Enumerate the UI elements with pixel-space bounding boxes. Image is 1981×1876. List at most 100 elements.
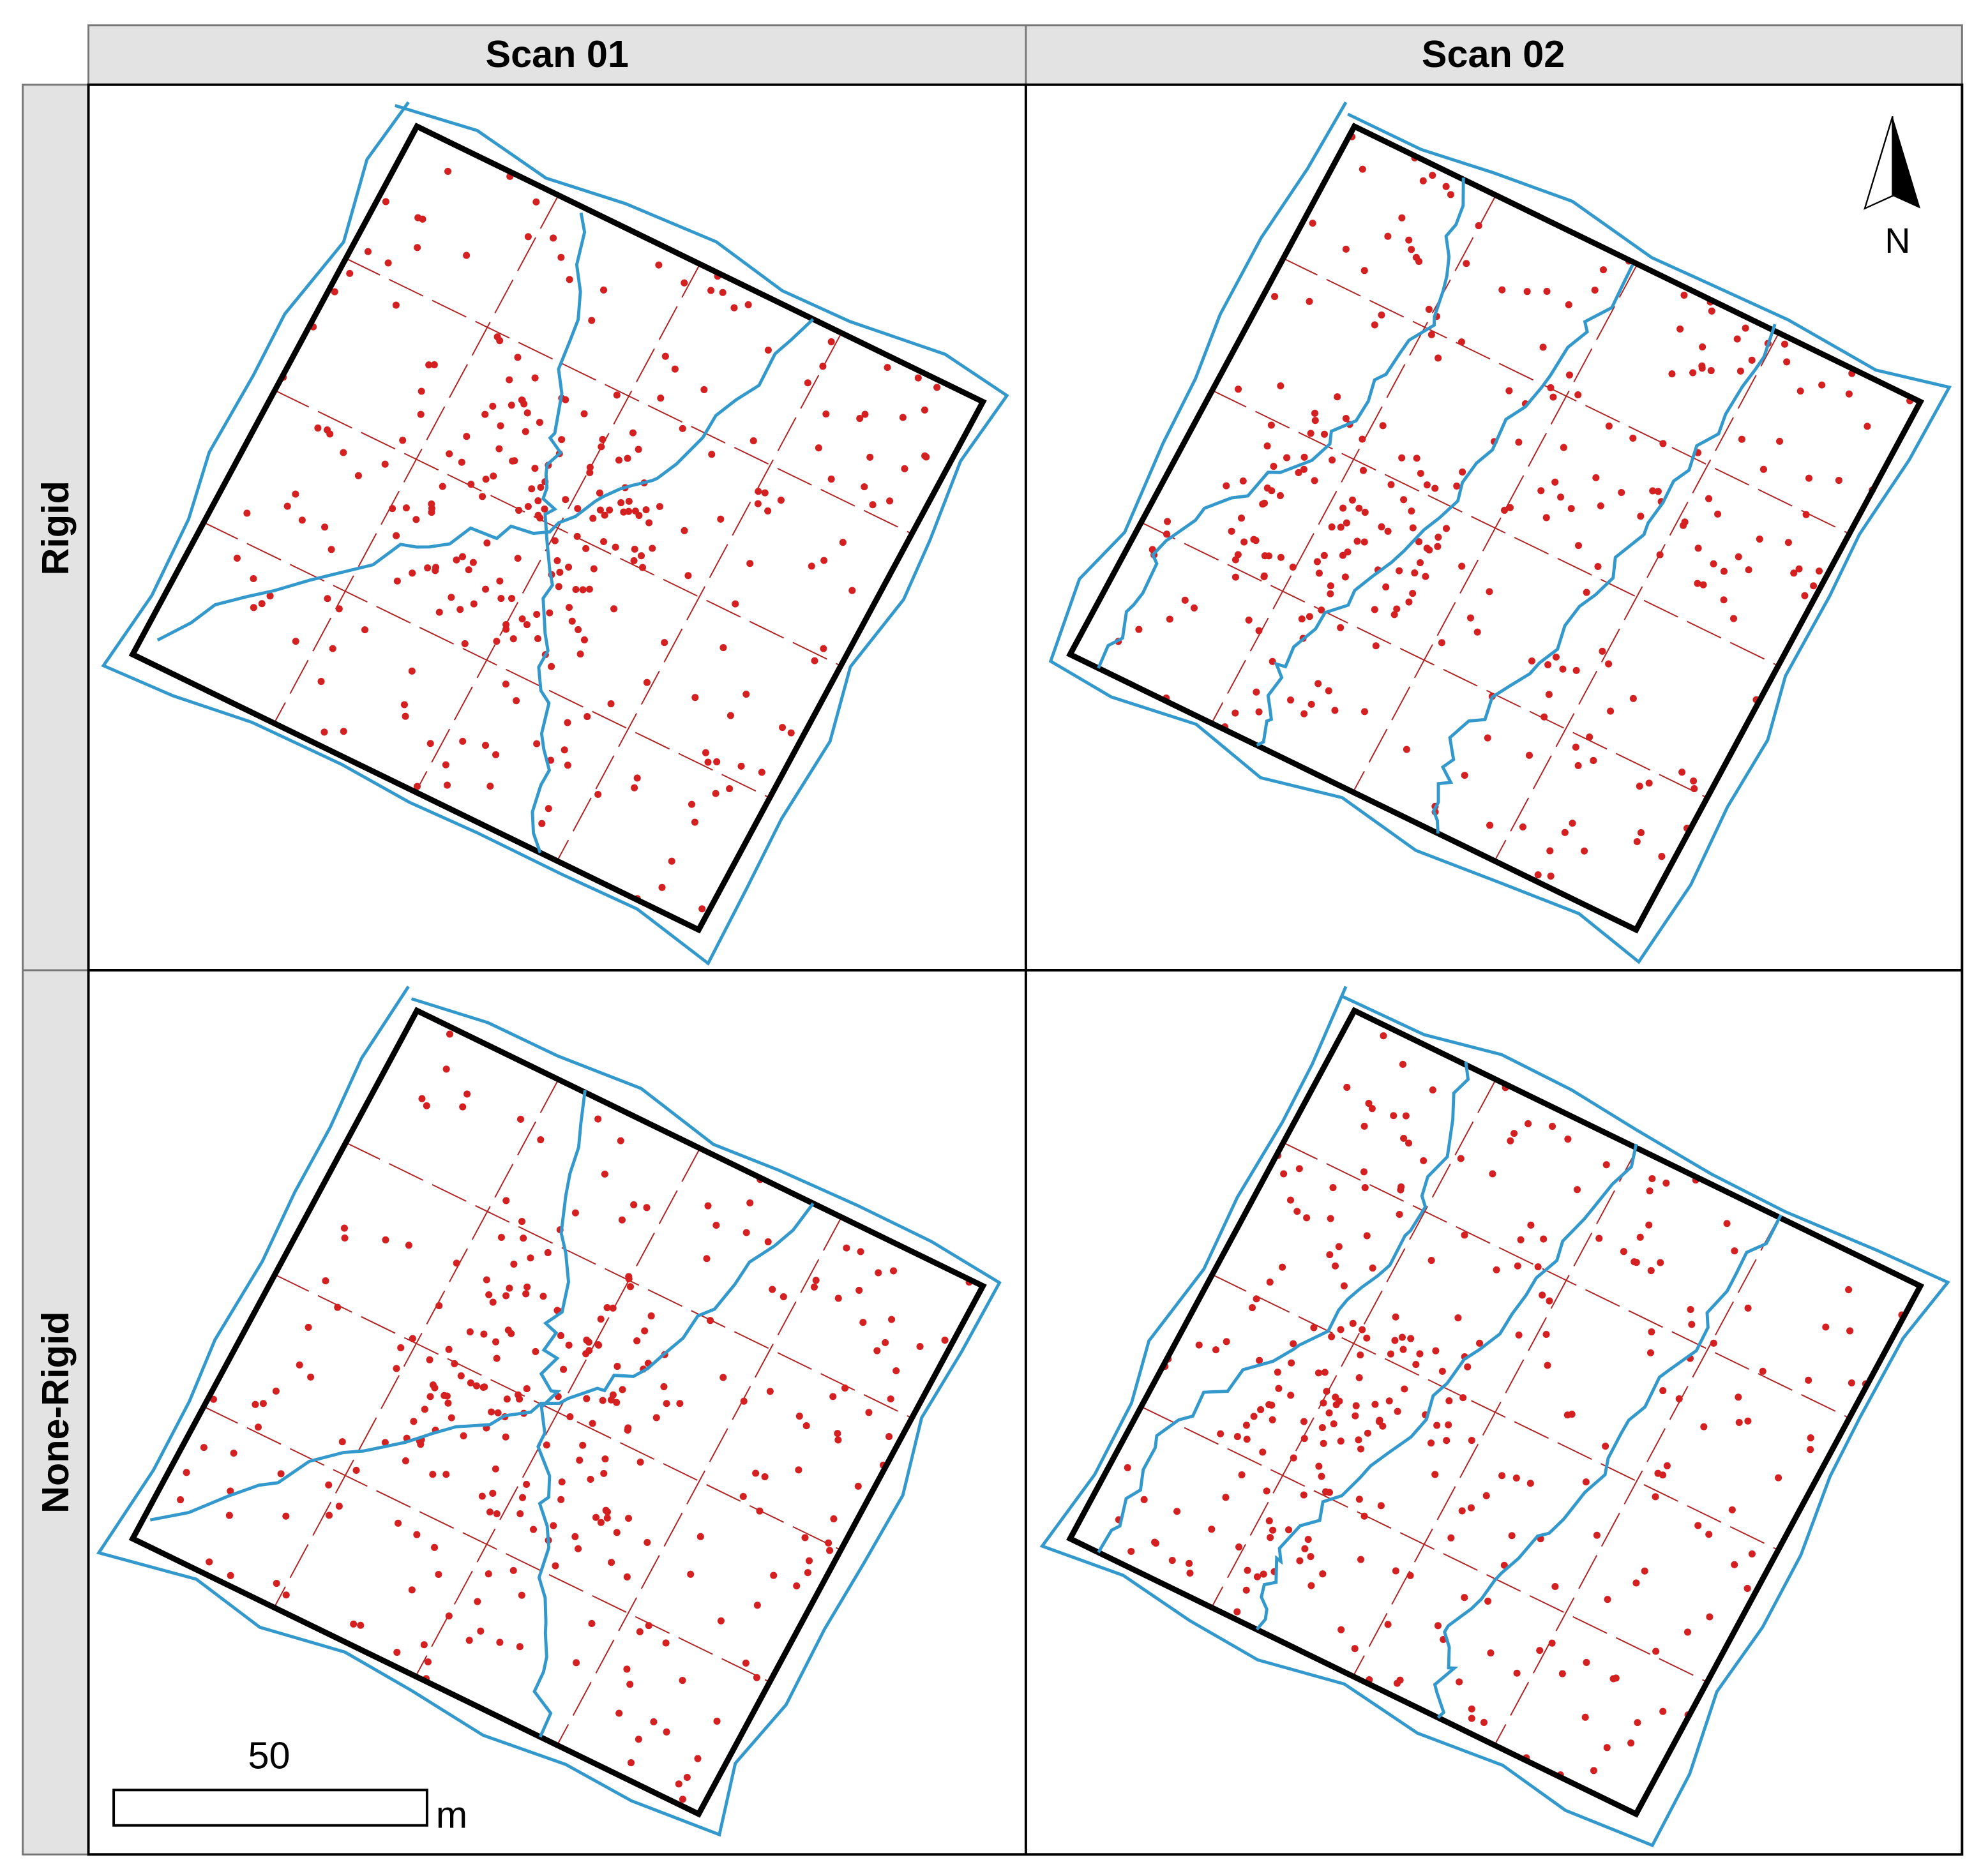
survey-point <box>1689 369 1697 377</box>
survey-point <box>1235 386 1242 393</box>
survey-point <box>592 1513 600 1521</box>
survey-point <box>1223 1338 1230 1346</box>
survey-point <box>1506 504 1514 511</box>
survey-point <box>1399 1060 1406 1068</box>
survey-point <box>758 769 765 776</box>
survey-point <box>1525 751 1533 759</box>
survey-point <box>568 617 576 625</box>
survey-point <box>1286 1196 1295 1204</box>
scale-bar-label: 50 <box>248 1734 290 1777</box>
survey-point <box>732 600 739 608</box>
survey-point <box>393 1649 401 1656</box>
survey-point <box>417 410 425 418</box>
survey-point <box>558 1478 566 1486</box>
survey-point <box>1315 569 1323 577</box>
survey-point <box>1607 707 1615 715</box>
survey-point <box>1222 1494 1230 1501</box>
survey-point <box>1484 734 1491 742</box>
survey-point <box>1371 606 1378 613</box>
survey-point <box>472 1382 481 1390</box>
survey-point <box>1355 1374 1363 1381</box>
survey-point <box>461 640 469 647</box>
survey-point <box>1325 687 1332 694</box>
survey-point <box>1675 1395 1683 1402</box>
survey-point <box>624 1515 633 1522</box>
survey-point <box>292 638 299 645</box>
survey-point <box>1461 1594 1468 1602</box>
survey-point <box>1252 537 1260 544</box>
survey-point <box>1605 660 1613 668</box>
survey-point <box>1434 543 1442 550</box>
survey-point <box>1848 1379 1855 1387</box>
survey-point <box>1337 523 1345 531</box>
survey-point <box>1242 1422 1250 1429</box>
survey-point <box>382 198 389 206</box>
survey-point <box>557 1332 564 1340</box>
survey-point <box>1738 435 1745 443</box>
survey-point <box>1427 1439 1435 1447</box>
survey-point <box>1403 746 1410 753</box>
survey-point <box>1445 1397 1453 1405</box>
scale-bar: 50 m <box>112 1734 467 1836</box>
survey-point <box>1636 783 1643 790</box>
survey-point <box>325 1481 333 1489</box>
survey-point <box>272 1387 280 1395</box>
survey-point <box>625 497 633 505</box>
survey-point <box>1564 1136 1572 1143</box>
survey-point <box>243 509 251 517</box>
survey-point <box>305 1323 312 1331</box>
survey-point <box>1466 614 1475 622</box>
survey-point <box>531 374 539 382</box>
survey-point <box>571 1533 579 1540</box>
survey-point <box>1349 1319 1357 1327</box>
survey-point <box>834 1294 842 1302</box>
survey-point <box>1706 1613 1714 1621</box>
survey-point <box>1390 611 1398 619</box>
survey-point <box>635 511 643 520</box>
survey-point <box>719 289 727 296</box>
survey-point <box>412 516 420 523</box>
survey-point <box>564 762 571 769</box>
survey-point <box>1544 661 1552 668</box>
survey-point <box>1527 1221 1535 1229</box>
swath-boundary <box>1433 1214 1782 1719</box>
survey-point <box>626 1681 634 1688</box>
survey-point <box>1423 544 1431 552</box>
survey-point <box>532 1347 539 1355</box>
survey-point <box>617 1137 624 1144</box>
survey-point <box>1320 430 1329 438</box>
survey-point <box>590 565 598 573</box>
survey-point <box>1756 536 1763 543</box>
survey-point <box>1620 1248 1627 1256</box>
map-panel <box>96 986 1002 1837</box>
survey-point <box>381 460 389 468</box>
survey-point <box>1784 539 1792 546</box>
survey-point <box>1542 1330 1550 1339</box>
survey-point <box>1268 487 1276 495</box>
survey-point <box>1454 1314 1462 1322</box>
map-panel <box>1048 101 1952 964</box>
survey-point <box>658 883 666 891</box>
survey-point <box>442 1065 450 1073</box>
survey-point <box>1633 837 1641 846</box>
survey-point <box>458 553 467 560</box>
survey-point <box>742 691 750 698</box>
survey-point <box>435 1570 442 1579</box>
survey-point <box>1323 1388 1330 1395</box>
survey-point <box>1359 467 1367 474</box>
survey-point <box>719 1374 727 1381</box>
survey-point <box>552 1562 559 1570</box>
row-header: Rigid <box>34 481 77 575</box>
survey-point <box>671 365 679 373</box>
survey-point <box>1329 1184 1337 1192</box>
survey-point <box>1581 1713 1589 1721</box>
survey-point <box>1548 1639 1556 1647</box>
survey-point <box>756 1507 764 1515</box>
survey-point <box>536 419 543 426</box>
survey-point <box>707 1317 714 1324</box>
survey-point <box>615 1709 623 1717</box>
survey-point <box>1632 1579 1640 1587</box>
survey-point <box>470 600 478 608</box>
survey-point <box>637 552 645 560</box>
